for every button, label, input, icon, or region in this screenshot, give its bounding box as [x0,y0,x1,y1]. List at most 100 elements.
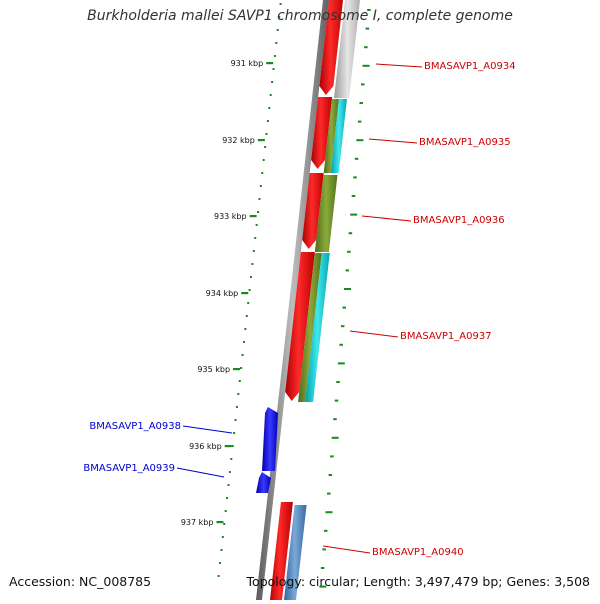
right-track-ticks [319,9,371,588]
ruler-dot [261,172,264,174]
right-tick-mark [334,399,339,402]
gene-a0935-cyan[interactable] [330,99,347,173]
right-tick-mark [339,343,343,346]
ruler-dot [252,250,255,252]
ruler-dot [279,3,282,5]
right-tick-mark [337,362,345,365]
right-tick-mark [327,492,331,495]
gene-leader-line [361,215,412,222]
ruler-dot [269,94,272,96]
right-tick-mark [359,102,363,104]
ruler-dot [219,562,222,564]
ruler-dot [271,81,274,83]
ruler-dot [259,185,262,187]
kbp-tick-label: 931 kbp [231,59,264,68]
ruler-dot [226,497,229,499]
ruler-dot [231,445,234,447]
ruler-dot [233,432,236,434]
gene-label[interactable]: BMASAVP1_A0940 [372,547,464,558]
map-title: Burkholderia mallei SAVP1 chromosome I, … [87,8,513,24]
right-tick-mark [340,325,345,328]
right-tick-mark [333,418,337,421]
right-tick-mark [350,213,358,216]
kbp-ticks: 931 kbp 932 kbp 933 kbp 934 kbp 935 kbp 936 k… [181,59,274,527]
ruler-dot [255,224,258,226]
right-tick-mark [367,9,371,11]
kbp-tick-mark [233,368,241,371]
kbp-tick-label: 935 kbp [197,365,230,374]
gene-a0936-olive[interactable] [314,175,338,252]
right-tick-mark [331,436,339,439]
ruler-dot [250,276,253,278]
gene-a0937-olive[interactable] [298,253,322,402]
accession-info: Accession: NC_008785 [9,574,151,589]
gene-features [256,0,361,604]
right-tick-mark [319,585,327,588]
ruler-dot [254,237,257,239]
kbp-tick-mark [257,139,265,142]
gene-a0934-red[interactable] [319,0,344,95]
kbp-tick-label: 932 kbp [222,136,255,145]
gene-a0935-red[interactable] [311,97,333,169]
ruler-dot [223,523,226,525]
genome-stats: Topology: circular; Length: 3,497,479 bp… [246,574,590,589]
gene-a0935-olive[interactable] [323,99,339,173]
right-tick-mark [336,381,340,383]
gene-label[interactable]: BMASAVP1_A0939 [83,463,175,474]
ruler-dot [234,419,237,421]
ruler-dot [273,55,276,57]
ruler-dot [278,16,281,18]
gene-label[interactable]: BMASAVP1_A0936 [413,215,505,226]
genes-label: Genes: [506,574,551,589]
ruler-dots [217,3,282,577]
kbp-tick-mark [266,62,274,65]
right-tick-mark [353,176,357,179]
kbp-tick-mark [249,215,257,218]
gene-label[interactable]: BMASAVP1_A0938 [89,421,181,432]
gene-a0934-gray[interactable] [334,0,361,98]
right-tick-mark [325,511,333,514]
gene-leader-line [322,545,371,554]
gene-leader-line [349,330,399,338]
length-label: Length: [363,574,411,589]
right-tick-mark [354,157,359,160]
ruler-dot [258,198,261,200]
ruler-dot [242,341,245,343]
ruler-dot [221,536,224,538]
ruler-dot [217,575,220,577]
ruler-dot [244,328,247,330]
kbp-tick-label: 936 kbp [189,442,222,451]
gene-leader-line [368,138,418,144]
gene-a0937-red[interactable] [285,252,315,401]
gene-a0939-blue[interactable] [256,472,271,493]
gene-a0936-red[interactable] [302,173,324,249]
accession-label: Accession: [9,574,76,589]
gene-leader-line [182,425,233,434]
right-tick-mark [322,548,326,551]
right-tick-mark [347,250,351,253]
ruler-dot [251,263,254,265]
topology-label: Topology: [246,574,306,589]
gene-a0940-red[interactable] [269,502,293,604]
right-tick-mark [342,306,346,309]
gene-leader-line [176,467,225,478]
right-tick-mark [330,455,334,458]
ruler-dot [228,471,231,473]
right-tick-mark [320,567,325,569]
ruler-dot [266,120,269,122]
genes-value: 3,508 [554,574,590,589]
ruler-dot [238,380,241,382]
right-tick-mark [328,474,333,476]
gene-label[interactable]: BMASAVP1_A0934 [424,61,516,72]
gene-label[interactable]: BMASAVP1_A0935 [419,137,511,148]
gene-a0938-blue[interactable] [262,407,278,471]
right-tick-mark [356,139,364,142]
kbp-tick-mark [216,521,224,524]
gene-label[interactable]: BMASAVP1_A0937 [400,331,492,342]
kbp-tick-label: 934 kbp [206,289,239,298]
gene-a0940-steel[interactable] [283,505,307,604]
ruler-dot [257,211,260,213]
gene-a0937-cyan[interactable] [305,253,330,402]
